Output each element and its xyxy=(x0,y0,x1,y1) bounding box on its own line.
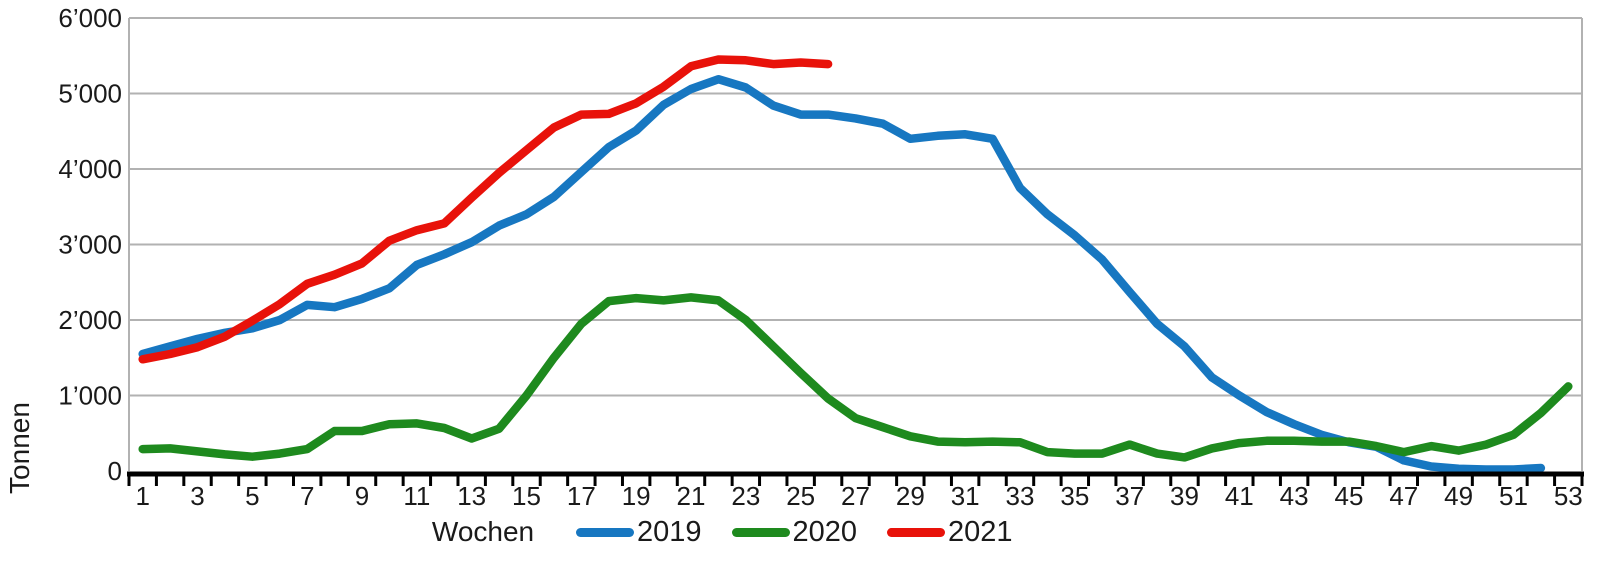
x-axis-tick-label: 53 xyxy=(1554,481,1583,511)
x-axis-tick-label: 1 xyxy=(135,481,149,511)
series-line-2021 xyxy=(138,55,833,364)
legend-item: 2019 xyxy=(576,516,702,548)
x-axis-tick-label: 9 xyxy=(355,481,369,511)
legend-item: 2021 xyxy=(887,516,1013,548)
x-axis-title: Wochen xyxy=(431,516,535,547)
y-axis-tick-label: 3’000 xyxy=(58,230,122,260)
x-axis-tick-label: 11 xyxy=(403,481,430,511)
legend-label: 2019 xyxy=(637,516,702,548)
x-axis-tick-label: 37 xyxy=(1115,481,1144,511)
y-axis-tick-label: 4’000 xyxy=(58,154,122,184)
x-axis-tick-label: 31 xyxy=(951,481,980,511)
x-axis-tick-label: 43 xyxy=(1280,481,1309,511)
x-axis-tick-label: 27 xyxy=(841,481,870,511)
x-axis-tick-label: 39 xyxy=(1170,481,1199,511)
x-axis-tick-label: 47 xyxy=(1389,481,1418,511)
y-axis-title: Tonnen xyxy=(4,402,35,494)
legend-item: 2020 xyxy=(731,516,858,548)
series-line-2020 xyxy=(138,293,1573,462)
x-axis-tick-label: 29 xyxy=(896,481,925,511)
x-axis-tick-label: 25 xyxy=(786,481,815,511)
legend-swatch-2021 xyxy=(887,527,946,537)
x-axis-tick-label: 33 xyxy=(1006,481,1035,511)
legend: 2019 2020 2021 xyxy=(576,516,1013,548)
x-axis-tick-label: 3 xyxy=(190,481,204,511)
x-axis-tick-label: 7 xyxy=(300,481,314,511)
x-axis-tick-label: 21 xyxy=(677,481,706,511)
x-axis-tick-label: 35 xyxy=(1060,481,1089,511)
y-axis-tick-label: 6’000 xyxy=(58,3,122,33)
y-axis-tick-label: 1’000 xyxy=(58,381,122,411)
legend-label: 2021 xyxy=(948,516,1013,548)
legend-label: 2020 xyxy=(792,516,858,548)
x-axis-tick-label: 15 xyxy=(512,481,541,511)
x-axis-tick-label: 13 xyxy=(457,481,486,511)
series-line-2019 xyxy=(138,74,1546,474)
y-axis-tick-label: 0 xyxy=(108,456,122,486)
x-axis-tick-label: 5 xyxy=(245,481,259,511)
legend-swatch-2020 xyxy=(731,527,790,537)
x-axis-tick-label: 51 xyxy=(1499,481,1528,511)
x-axis-tick-label: 19 xyxy=(622,481,651,511)
y-axis-tick-label: 5’000 xyxy=(58,79,122,109)
legend-swatch-2019 xyxy=(576,527,634,537)
x-axis-tick-label: 17 xyxy=(567,481,596,511)
y-axis-tick-label: 2’000 xyxy=(58,305,122,335)
x-axis-tick-label: 23 xyxy=(731,481,760,511)
x-axis-tick-label: 49 xyxy=(1444,481,1473,511)
x-axis-tick-label: 45 xyxy=(1335,481,1364,511)
x-axis-tick-label: 41 xyxy=(1225,481,1254,511)
